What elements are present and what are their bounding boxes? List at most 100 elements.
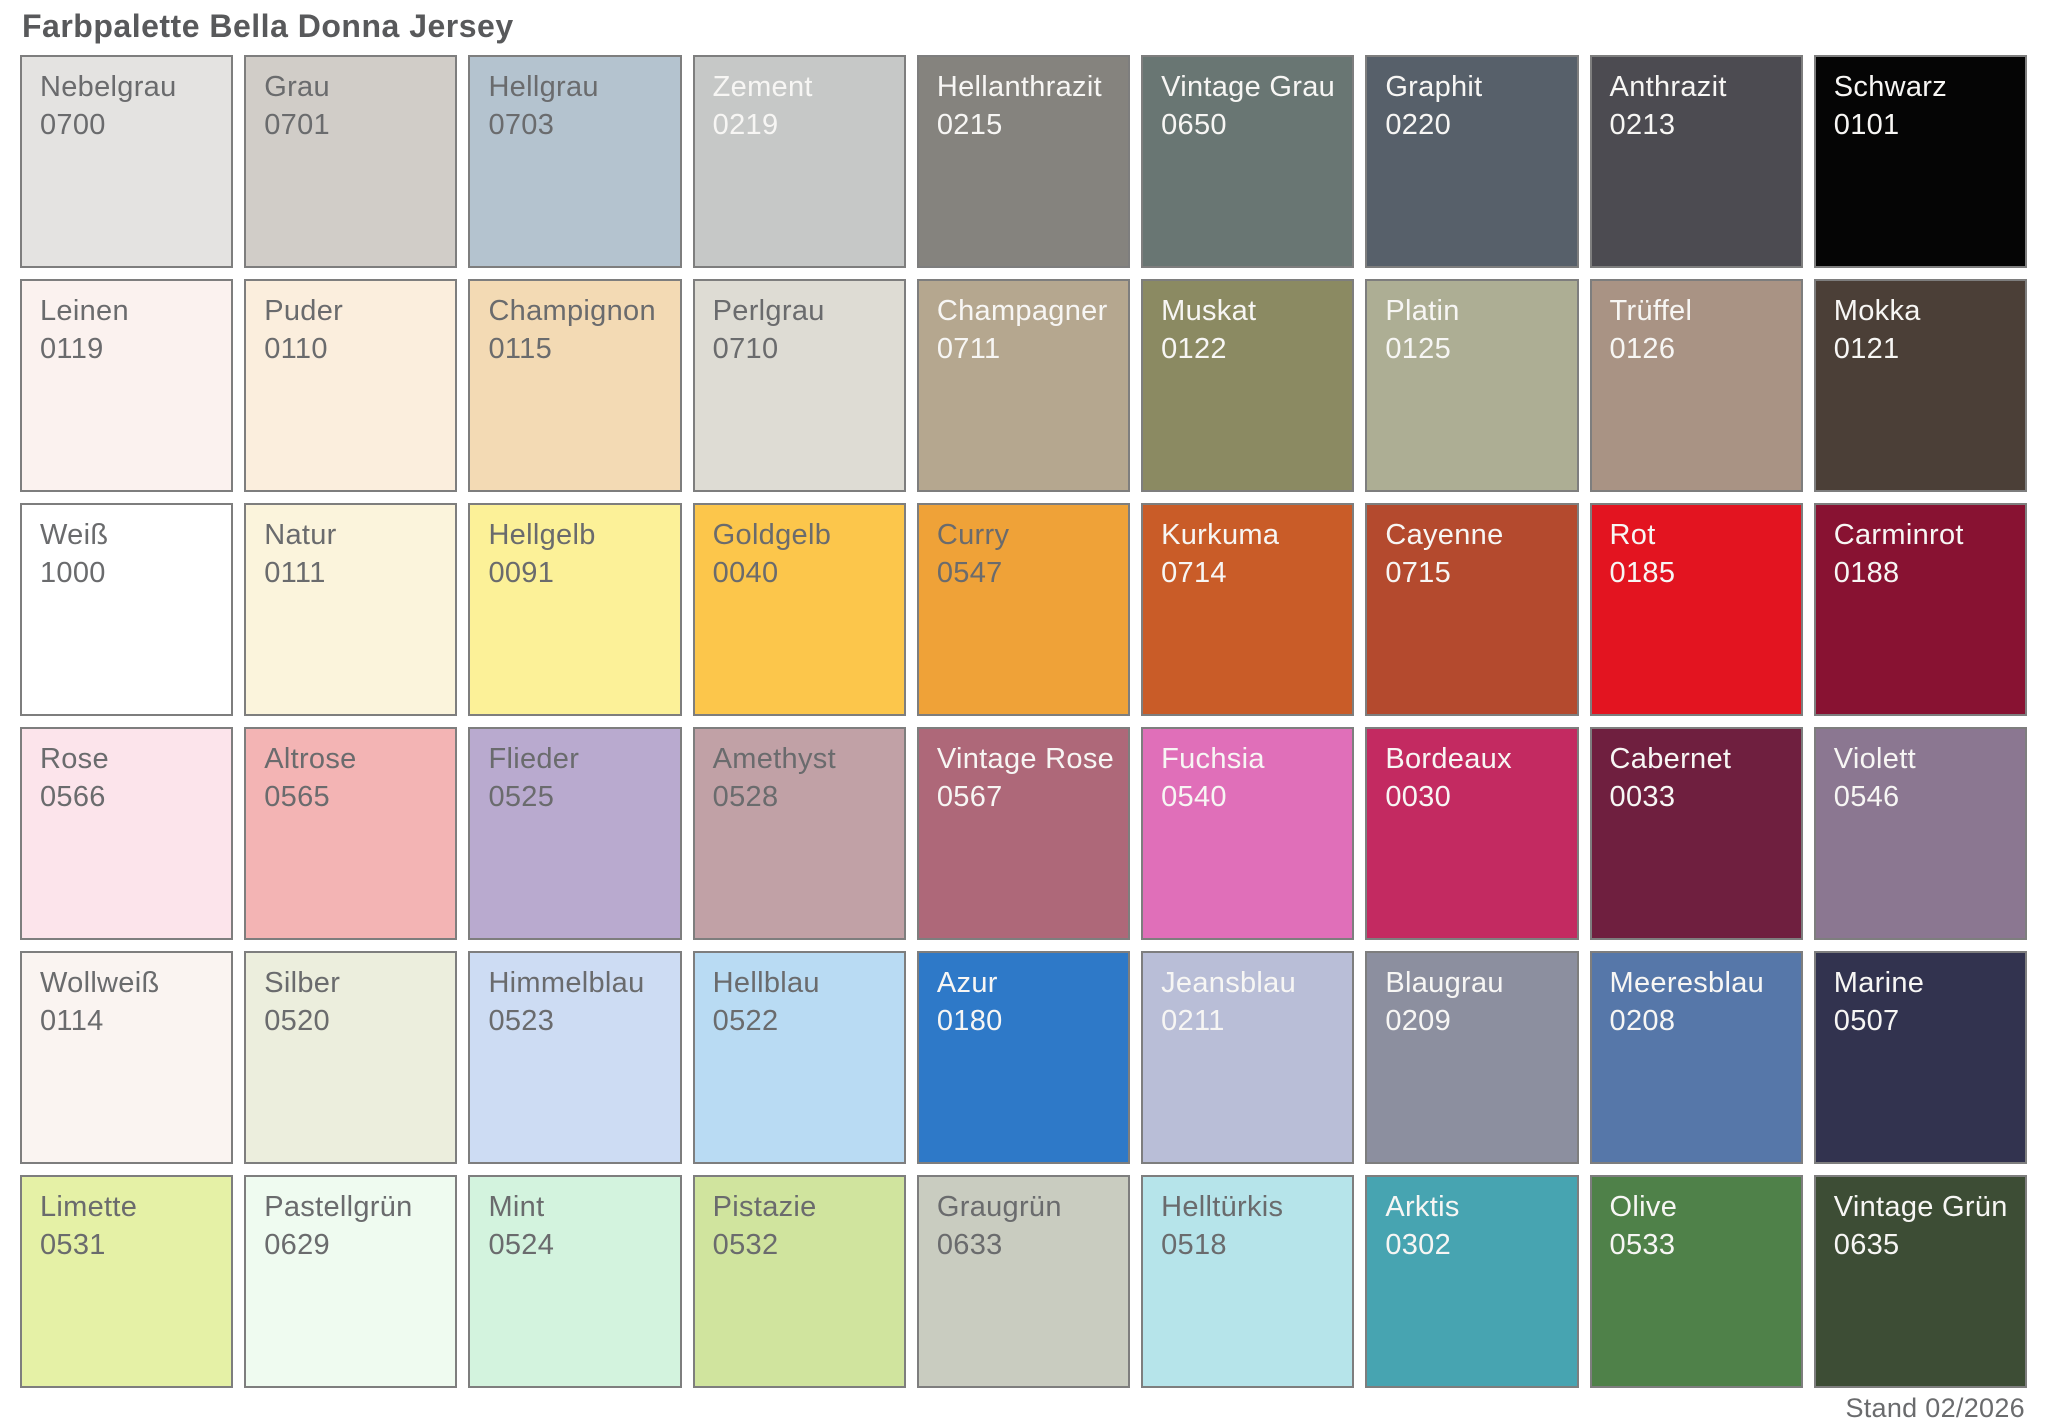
color-name: Olive — [1609, 1191, 1678, 1223]
color-name: Hellblau — [712, 967, 820, 999]
color-code: 0528 — [712, 780, 779, 813]
color-code: 0518 — [1161, 1228, 1227, 1261]
color-code: 0567 — [936, 780, 1003, 813]
color-code: 0533 — [1609, 1228, 1676, 1261]
color-name: Vintage Grau — [1161, 71, 1336, 103]
color-name: Hellgrau — [488, 71, 599, 103]
color-swatch: Cabernet 0033 — [1589, 727, 1803, 940]
color-name: Anthrazit — [1609, 71, 1727, 103]
color-name: Flieder — [488, 743, 580, 775]
color-swatch: Azur 0180 — [916, 951, 1131, 1164]
color-code: 0547 — [936, 556, 1003, 589]
color-name: Cayenne — [1385, 519, 1504, 551]
color-swatch: Vintage Grün 0635 — [1813, 1175, 2027, 1388]
color-name: Violett — [1833, 743, 1916, 775]
color-swatch: Graphit 0220 — [1365, 55, 1579, 268]
swatch-grid: Nebelgrau 0700 Grau 0701 Hellgrau 0703 Z… — [20, 55, 2027, 1388]
color-code: 0714 — [1161, 556, 1227, 589]
color-code: 0209 — [1385, 1004, 1452, 1037]
color-name: Arktis — [1385, 1191, 1460, 1223]
color-name: Leinen — [40, 295, 129, 327]
color-name: Meeresblau — [1609, 967, 1765, 999]
color-code: 0111 — [264, 556, 326, 589]
color-swatch: Carminrot 0188 — [1813, 503, 2027, 716]
color-code: 0532 — [712, 1228, 779, 1261]
color-name: Platin — [1385, 295, 1460, 327]
color-name: Cabernet — [1609, 743, 1732, 775]
color-name: Hellanthrazit — [936, 71, 1102, 103]
color-name: Nebelgrau — [40, 71, 177, 103]
color-swatch: Leinen 0119 — [20, 279, 234, 492]
color-swatch: Flieder 0525 — [468, 727, 682, 940]
page-title: Farbpalette Bella Donna Jersey — [22, 8, 514, 44]
color-code: 0211 — [1161, 1004, 1225, 1037]
color-name: Altrose — [264, 743, 357, 775]
color-swatch: Blaugrau 0209 — [1365, 951, 1579, 1164]
color-swatch: Muskat 0122 — [1141, 279, 1355, 492]
color-swatch: Graugrün 0633 — [916, 1175, 1131, 1388]
color-code: 0040 — [712, 556, 779, 589]
color-code: 0185 — [1609, 556, 1676, 589]
color-code: 0033 — [1609, 780, 1676, 813]
color-code: 0125 — [1385, 332, 1452, 365]
color-code: 0629 — [264, 1228, 330, 1261]
color-swatch: Curry 0547 — [916, 503, 1131, 716]
color-swatch: Hellanthrazit 0215 — [916, 55, 1131, 268]
color-swatch: Amethyst 0528 — [692, 727, 906, 940]
color-code: 0208 — [1609, 1004, 1676, 1037]
color-name: Champagner — [936, 295, 1108, 327]
color-name: Trüffel — [1609, 295, 1693, 327]
color-name: Curry — [936, 519, 1010, 551]
color-swatch: Violett 0546 — [1813, 727, 2027, 940]
color-code: 0715 — [1385, 556, 1452, 589]
color-code: 0188 — [1833, 556, 1900, 589]
color-name: Puder — [264, 295, 344, 327]
color-name: Rot — [1609, 519, 1656, 551]
color-code: 0110 — [264, 332, 328, 365]
color-swatch: Rose 0566 — [20, 727, 234, 940]
color-swatch: Kurkuma 0714 — [1141, 503, 1355, 716]
color-code: 0546 — [1833, 780, 1900, 813]
color-code: 0635 — [1833, 1228, 1900, 1261]
color-code: 0633 — [936, 1228, 1003, 1261]
color-swatch: Jeansblau 0211 — [1141, 951, 1355, 1164]
color-code: 0114 — [40, 1004, 104, 1037]
color-code: 0119 — [40, 332, 104, 365]
color-code: 0520 — [264, 1004, 330, 1037]
color-name: Graphit — [1385, 71, 1483, 103]
color-swatch: Meeresblau 0208 — [1589, 951, 1803, 1164]
color-swatch: Himmelblau 0523 — [468, 951, 682, 1164]
color-name: Mint — [488, 1191, 545, 1223]
color-code: 0565 — [264, 780, 330, 813]
color-swatch: Trüffel 0126 — [1589, 279, 1803, 492]
color-code: 0215 — [936, 108, 1003, 141]
color-name: Natur — [264, 519, 337, 551]
color-swatch: Vintage Grau 0650 — [1141, 55, 1355, 268]
color-code: 0115 — [488, 332, 552, 365]
color-code: 0650 — [1161, 108, 1227, 141]
color-swatch: Pastellgrün 0629 — [244, 1175, 458, 1388]
color-name: Goldgelb — [712, 519, 832, 551]
color-name: Amethyst — [712, 743, 836, 775]
color-name: Grau — [264, 71, 330, 103]
color-swatch: Helltürkis 0518 — [1141, 1175, 1355, 1388]
color-swatch: Hellblau 0522 — [692, 951, 906, 1164]
color-swatch: Altrose 0565 — [244, 727, 458, 940]
color-code: 0030 — [1385, 780, 1452, 813]
color-swatch: Schwarz 0101 — [1813, 55, 2027, 268]
color-name: Graugrün — [936, 1191, 1062, 1223]
color-name: Wollweiß — [40, 967, 160, 999]
color-name: Vintage Rose — [936, 743, 1115, 775]
color-code: 0219 — [712, 108, 779, 141]
color-name: Helltürkis — [1161, 1191, 1284, 1223]
color-code: 0522 — [712, 1004, 779, 1037]
color-name: Vintage Grün — [1833, 1191, 2008, 1223]
color-code: 0531 — [40, 1228, 106, 1261]
color-swatch: Limette 0531 — [20, 1175, 234, 1388]
color-swatch: Vintage Rose 0567 — [916, 727, 1131, 940]
color-swatch: Olive 0533 — [1589, 1175, 1803, 1388]
color-code: 0101 — [1833, 108, 1900, 141]
color-code: 0523 — [488, 1004, 555, 1037]
color-swatch: Puder 0110 — [244, 279, 458, 492]
